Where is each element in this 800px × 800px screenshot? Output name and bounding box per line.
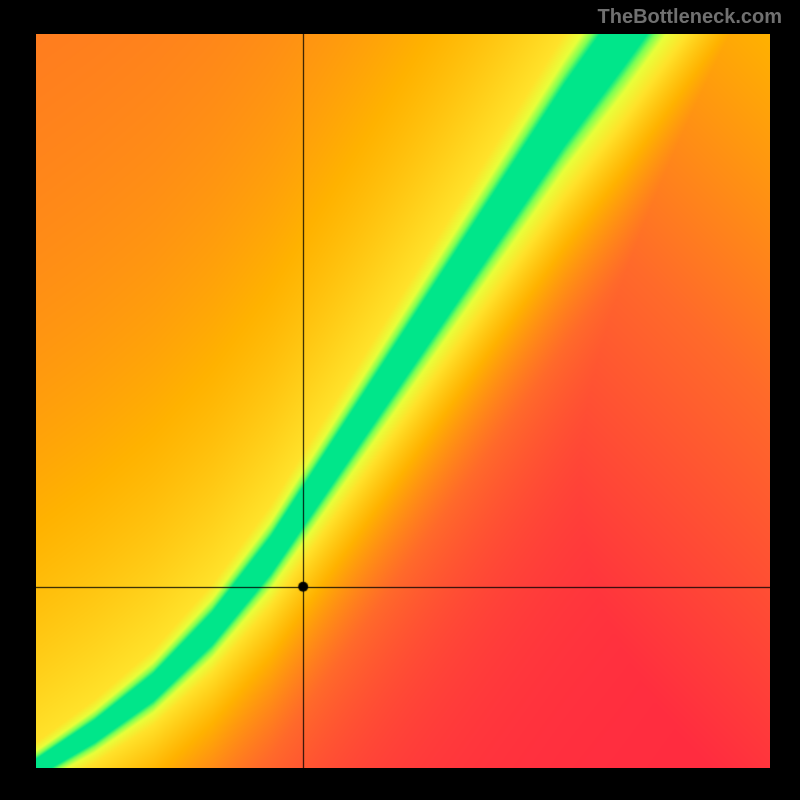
watermark-text: TheBottleneck.com bbox=[598, 6, 782, 29]
heatmap-plot bbox=[36, 34, 770, 768]
heatmap-canvas bbox=[36, 34, 770, 768]
